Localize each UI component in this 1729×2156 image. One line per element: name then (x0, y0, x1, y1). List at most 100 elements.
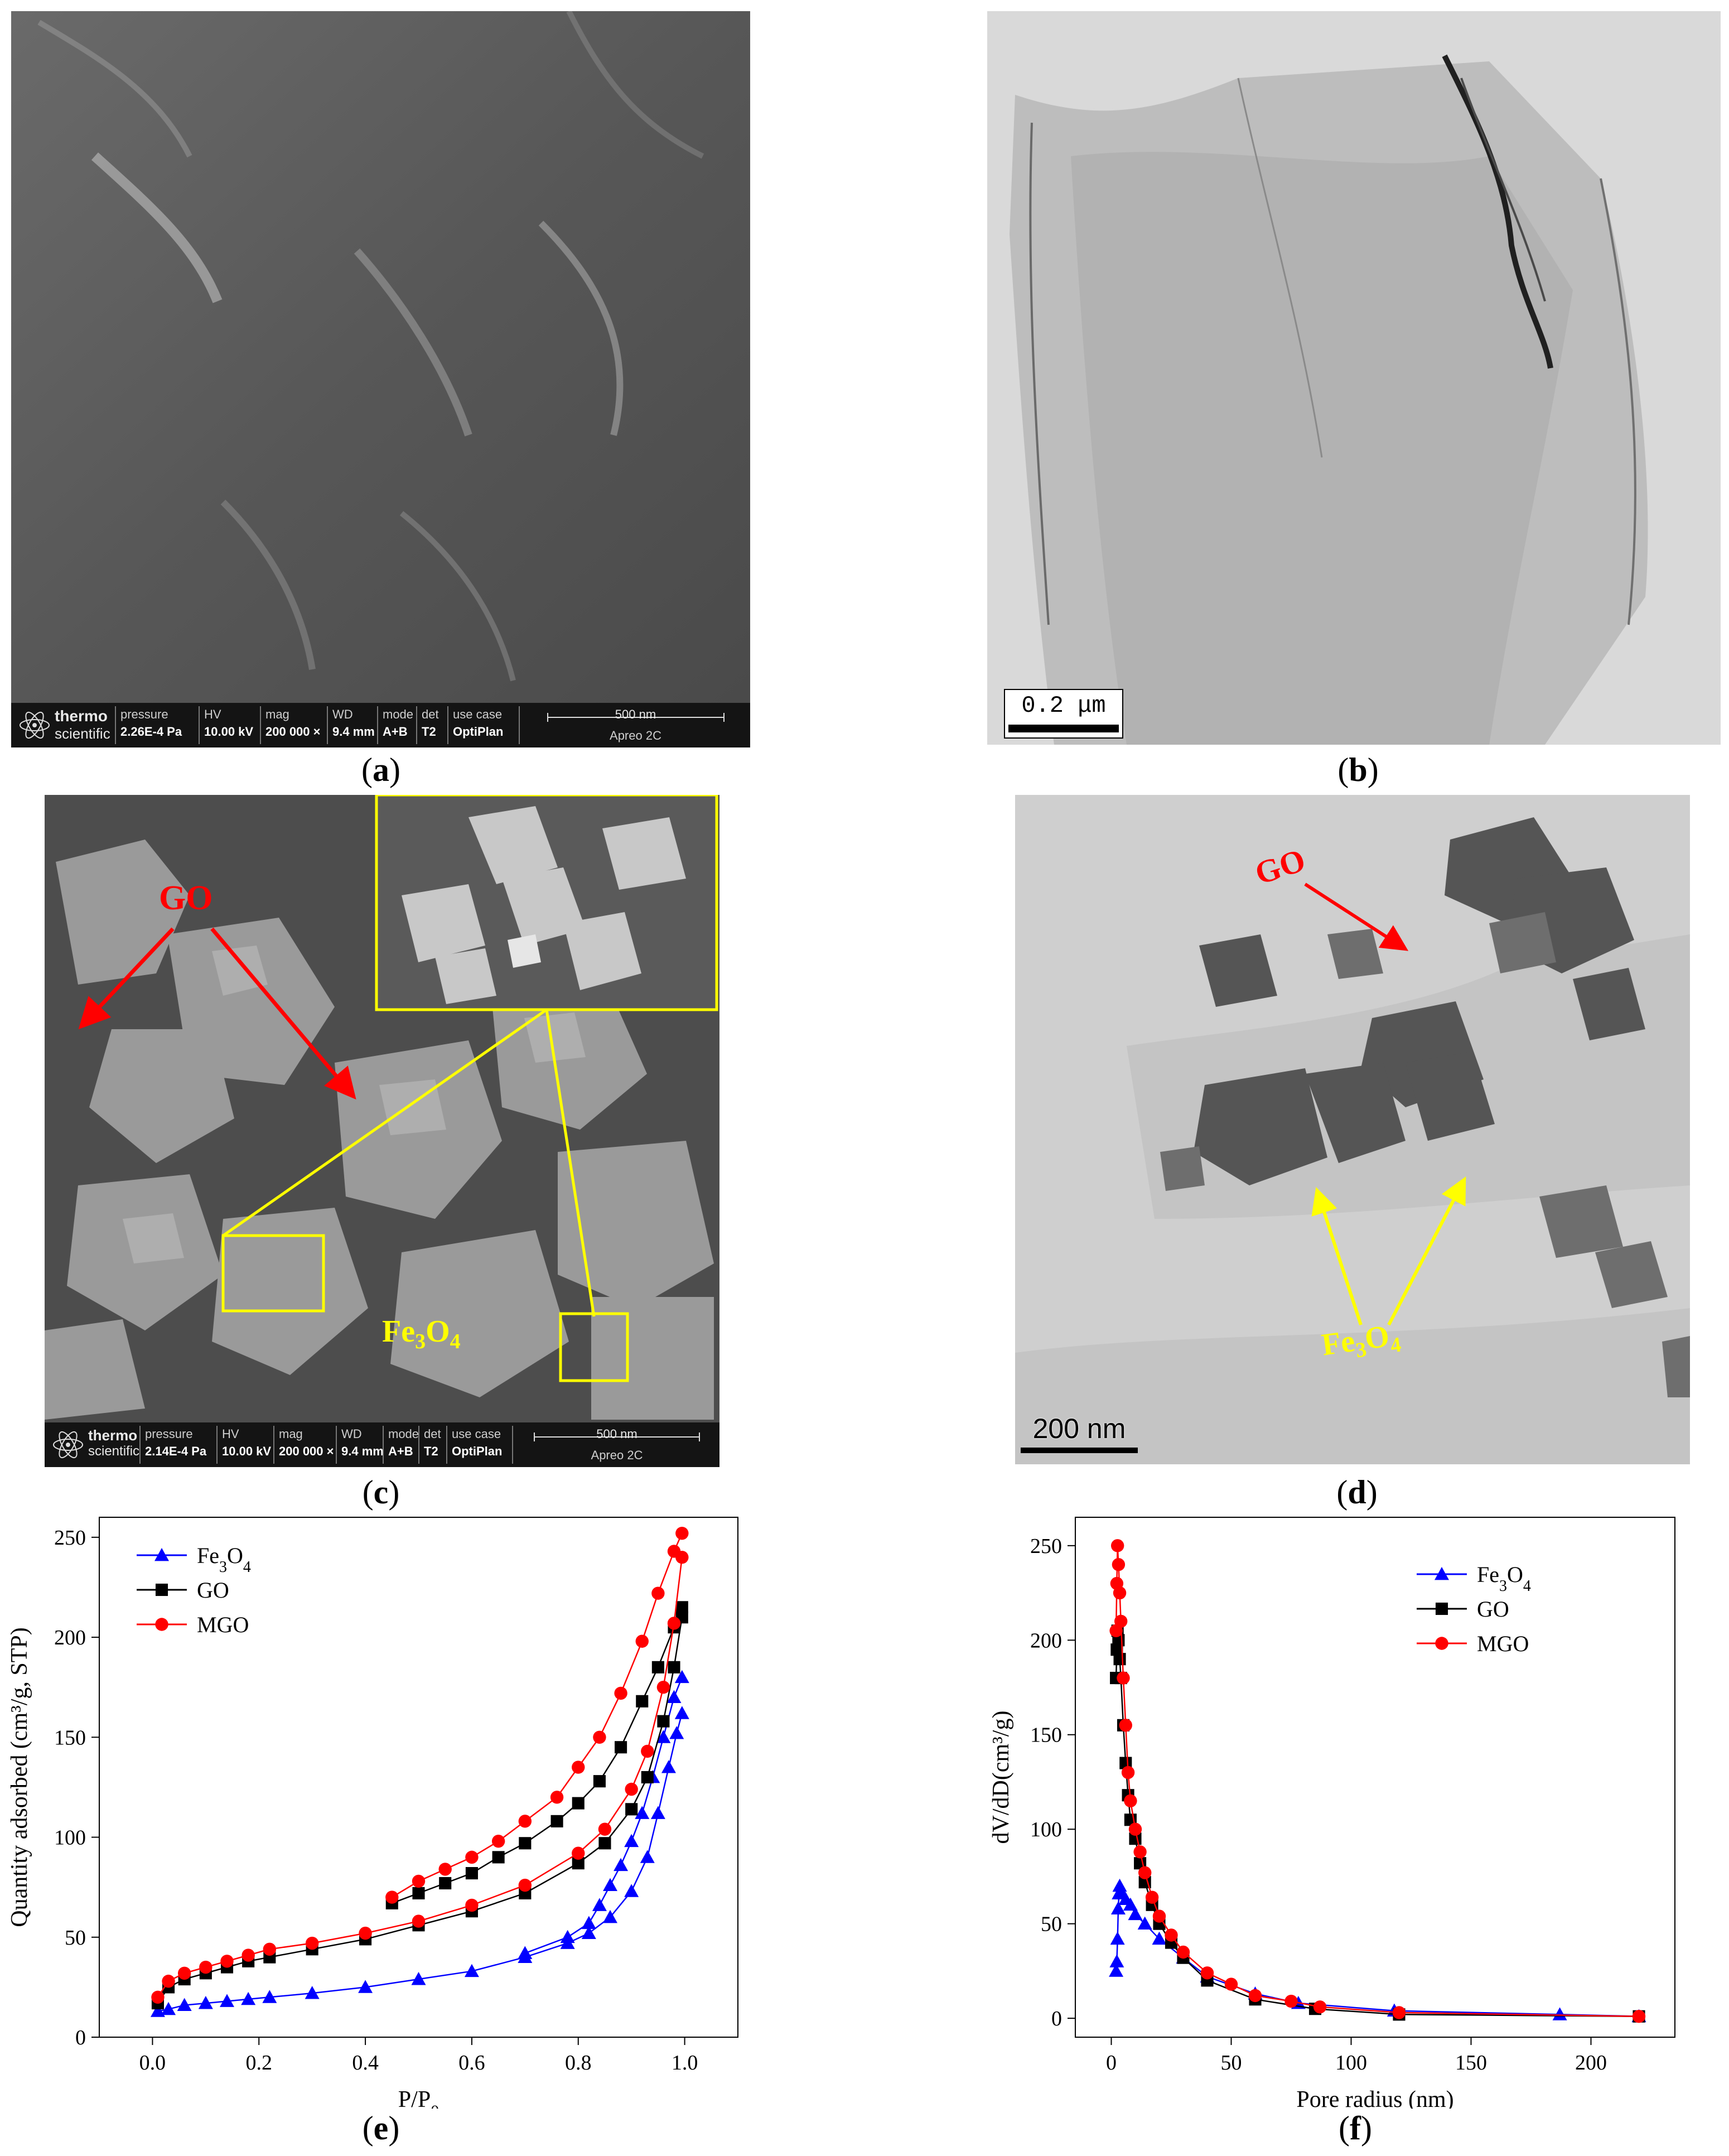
data-point-fe3o4 (1109, 1954, 1124, 1967)
y-tick-label: 0 (1051, 2007, 1062, 2030)
data-point-go (651, 1661, 664, 1673)
legend-label: Fe3O4 (197, 1543, 251, 1576)
data-point-fe3o4 (669, 1726, 684, 1739)
legend-label: MGO (1477, 1631, 1529, 1656)
legend-label: MGO (197, 1612, 249, 1637)
data-point-mgo (385, 1890, 399, 1904)
data-point-mgo (1114, 1614, 1128, 1628)
data-point-fe3o4 (464, 1964, 479, 1977)
instrument-name: Apreo 2C (591, 1448, 643, 1462)
data-point-mgo (1145, 1890, 1159, 1904)
data-point-fe3o4 (592, 1898, 607, 1911)
y-tick-label: 200 (54, 1626, 86, 1649)
sem-info-bar: thermo scientific pressure 2.26E-4 Pa HV 1… (11, 703, 750, 747)
atom-icon (20, 711, 50, 739)
instrument-name: Apreo 2C (610, 729, 661, 742)
data-point-go (625, 1803, 638, 1816)
go-arrow (1304, 882, 1409, 951)
legend-marker (1435, 1567, 1449, 1580)
data-point-mgo (1165, 1928, 1178, 1942)
go-arrow-1 (78, 927, 175, 1030)
data-point-fe3o4 (614, 1858, 629, 1872)
info-wd: WD 9.4 mm (327, 706, 377, 744)
zoom-box-1 (221, 1234, 325, 1313)
data-point-mgo (1133, 1845, 1147, 1859)
data-point-go (668, 1661, 680, 1673)
y-axis-label: dV/dD(cm³/g) (988, 1711, 1014, 1844)
scale-bar-label: 500 nm (615, 707, 656, 721)
data-point-fe3o4 (518, 1946, 533, 1959)
data-point-mgo (151, 1990, 165, 2004)
y-tick-label: 100 (1030, 1818, 1062, 1841)
data-point-fe3o4 (581, 1916, 596, 1930)
legend-label: GO (197, 1578, 229, 1603)
data-point-fe3o4 (1112, 1878, 1127, 1892)
data-point-fe3o4 (1110, 1931, 1125, 1945)
scale-bar-label: 0.2 μm (1021, 692, 1106, 719)
data-point-mgo (1248, 1989, 1262, 2003)
data-point-mgo (412, 1914, 426, 1928)
data-point-mgo (1632, 2010, 1646, 2023)
info-mag: mag 200 000 × (260, 706, 327, 744)
data-point-go (657, 1715, 670, 1728)
y-tick-label: 250 (1030, 1535, 1062, 1558)
series-line-mgo (392, 1533, 683, 1898)
tem-particles (1015, 795, 1690, 1464)
info-hv: HV 10.00 kV (216, 1426, 275, 1464)
panel-f-pore-distribution-chart: 0 50 100 150 200 0 50 100 150 200 250 Pore radius (… (976, 1506, 1729, 2109)
y-tick-label: 50 (1041, 1913, 1062, 1936)
info-hv: HV 10.00 kV (199, 706, 260, 744)
data-point-fe3o4 (624, 1884, 639, 1897)
data-point-mgo (1224, 1977, 1238, 1991)
data-point-mgo (518, 1878, 532, 1892)
chart-e-svg: 0.0 0.2 0.4 0.6 0.8 1.0 0 50 100 150 200 250 P/P0 Qua… (7, 1517, 738, 2109)
sem-particles (45, 795, 719, 1422)
plot-frame (99, 1517, 738, 2038)
data-point-mgo (518, 1815, 532, 1828)
scale-bar-line (1008, 725, 1119, 732)
data-point-mgo (651, 1586, 665, 1600)
data-point-mgo (465, 1850, 479, 1864)
go-arrow-2 (210, 927, 356, 1100)
data-point-go (636, 1695, 649, 1708)
data-point-fe3o4 (603, 1909, 617, 1923)
data-point-mgo (1128, 1822, 1142, 1836)
tem-scale-bar: 200 nm (1021, 1414, 1138, 1456)
data-point-mgo (1117, 1671, 1130, 1685)
data-point-go (572, 1857, 585, 1870)
data-point-go (550, 1815, 563, 1827)
info-use-case: use case OptiPlan (446, 1426, 508, 1464)
series-line-fe3o4 (1115, 1885, 1639, 2017)
data-point-mgo (1113, 1586, 1127, 1600)
data-point-go (519, 1837, 532, 1850)
data-point-mgo (572, 1761, 585, 1774)
data-point-fe3o4 (220, 1994, 234, 2007)
data-point-fe3o4 (262, 1990, 277, 2003)
data-point-mgo (593, 1730, 606, 1744)
info-pressure: pressure 2.26E-4 Pa (115, 706, 199, 744)
data-point-mgo (491, 1835, 505, 1848)
data-point-mgo (614, 1686, 627, 1700)
data-point-fe3o4 (560, 1930, 575, 1943)
y-tick-label: 150 (1030, 1724, 1062, 1747)
data-point-mgo (1200, 1966, 1214, 1980)
atom-icon (53, 1431, 83, 1459)
data-point-mgo (598, 1822, 612, 1836)
x-tick-label: 100 (1335, 2051, 1367, 2075)
info-pressure: pressure 2.14E-4 Pa (139, 1426, 218, 1464)
data-point-go (641, 1771, 654, 1784)
x-tick-label: 0.8 (565, 2051, 592, 2075)
data-point-mgo (305, 1936, 319, 1950)
data-point-fe3o4 (1152, 1931, 1167, 1945)
data-point-go (675, 1601, 688, 1614)
thermo-scientific-logo: thermo scientific (51, 1427, 163, 1463)
data-point-fe3o4 (241, 1991, 256, 2005)
data-point-mgo (1124, 1794, 1137, 1808)
data-point-mgo (438, 1863, 452, 1876)
data-point-mgo (1112, 1558, 1126, 1571)
data-point-mgo (263, 1942, 277, 1956)
caption-b: (b) (1337, 751, 1379, 788)
chart-f-svg: 0 50 100 150 200 0 50 100 150 200 250 Pore radius (… (988, 1517, 1675, 2109)
data-point-fe3o4 (358, 1980, 373, 1993)
legend-label: Fe3O4 (1477, 1562, 1531, 1595)
